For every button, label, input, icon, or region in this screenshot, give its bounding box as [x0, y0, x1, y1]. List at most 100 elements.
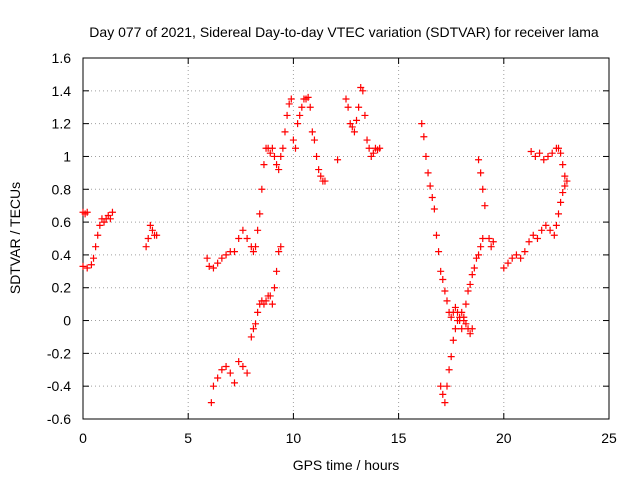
data-point: [344, 103, 352, 111]
data-point: [439, 390, 447, 398]
data-point: [96, 221, 104, 229]
data-point: [243, 235, 251, 242]
series-arc-c2: [207, 243, 285, 407]
data-point: [447, 353, 455, 361]
data-point: [540, 156, 548, 164]
data-point: [365, 144, 373, 152]
data-point: [222, 362, 230, 370]
data-point: [462, 300, 470, 308]
data-point: [283, 111, 291, 119]
data-point: [315, 166, 323, 174]
data-point: [317, 172, 325, 180]
data-point: [508, 254, 516, 262]
x-tick-label: 5: [184, 430, 192, 446]
series-arc-f2: [485, 235, 497, 251]
data-point: [479, 235, 487, 242]
data-point: [277, 243, 285, 251]
data-point: [256, 210, 264, 218]
plot-frame: [82, 57, 610, 420]
data-point: [342, 95, 350, 103]
data-point: [222, 251, 230, 259]
series-arc-a2: [79, 208, 116, 272]
data-point: [334, 156, 342, 164]
data-point: [230, 379, 238, 387]
data-point: [437, 382, 445, 390]
data-point: [243, 369, 251, 377]
data-point: [294, 120, 302, 128]
data-point: [214, 259, 222, 267]
data-point: [353, 116, 361, 124]
data-point: [266, 292, 274, 300]
data-point: [458, 308, 466, 316]
data-point: [287, 95, 295, 103]
data-point: [536, 149, 544, 157]
data-point: [437, 267, 445, 275]
data-point: [468, 325, 476, 333]
data-point: [252, 320, 260, 328]
data-point: [435, 248, 443, 256]
series-arc-g1: [500, 177, 571, 272]
series-arc-e3: [437, 308, 476, 407]
data-point: [418, 120, 426, 128]
data-point: [443, 297, 451, 305]
data-point: [235, 235, 243, 242]
data-point: [348, 123, 356, 131]
data-point: [559, 189, 567, 197]
data-point: [517, 254, 525, 262]
data-point: [451, 325, 459, 333]
y-tick-label: 1.4: [52, 83, 72, 99]
data-point: [144, 235, 152, 242]
data-point: [289, 136, 297, 144]
data-point: [254, 308, 262, 316]
y-tick-label: 0.2: [52, 280, 72, 296]
data-point: [439, 276, 447, 284]
data-point: [451, 303, 459, 311]
x-tick-label: 20: [496, 430, 512, 446]
data-point: [106, 215, 114, 223]
data-point: [94, 231, 102, 239]
data-point: [262, 297, 270, 305]
data-point: [361, 111, 369, 119]
data-point: [260, 161, 268, 169]
data-point: [555, 144, 563, 152]
data-point: [275, 166, 283, 174]
y-tick-label: 0.4: [52, 247, 72, 263]
data-point: [308, 128, 316, 136]
data-point: [92, 243, 100, 251]
data-point: [475, 251, 483, 259]
data-point: [477, 243, 485, 251]
x-axis-label: GPS time / hours: [293, 457, 400, 473]
data-point: [529, 231, 537, 239]
x-tick-label: 10: [286, 430, 302, 446]
data-point: [214, 374, 222, 382]
data-point: [538, 226, 546, 234]
data-point: [475, 156, 483, 164]
data-point: [359, 87, 367, 95]
data-point: [462, 320, 470, 328]
data-point: [542, 221, 550, 229]
data-point: [285, 100, 293, 108]
data-point: [321, 177, 329, 185]
data-point: [218, 254, 226, 262]
series-arc-g2: [527, 144, 569, 180]
data-point: [266, 149, 274, 157]
x-tick-label: 25: [601, 430, 617, 446]
tick-layer: 0 5 10 15 20 25 -0.6 -0.4 -0.2 0 0.2 0.4 0.6 0.8 1 1.2 1…: [47, 50, 617, 446]
data-point: [426, 182, 434, 190]
data-point: [83, 264, 91, 272]
y-tick-label: 0.8: [52, 181, 72, 197]
data-point: [239, 226, 247, 234]
data-point: [521, 248, 529, 256]
x-tick-label: 15: [391, 430, 407, 446]
series-arc-f1: [475, 156, 489, 210]
data-point: [460, 313, 468, 321]
data-point: [555, 210, 563, 218]
data-point: [273, 161, 281, 169]
data-point: [481, 202, 489, 210]
data-point: [424, 169, 432, 177]
data-point: [350, 128, 358, 136]
data-point: [428, 193, 436, 201]
data-point: [355, 103, 363, 111]
data-point: [296, 111, 304, 119]
